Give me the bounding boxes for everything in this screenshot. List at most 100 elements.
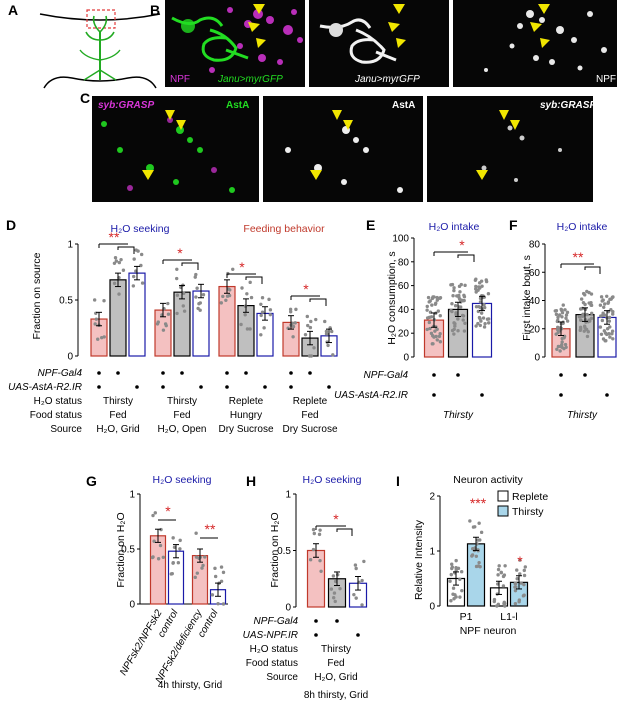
panel-d-point xyxy=(228,288,232,292)
panel-d-point xyxy=(245,327,250,331)
panel-e-point xyxy=(435,338,439,342)
panel-f-point xyxy=(589,316,594,321)
panel-f-point xyxy=(580,314,585,318)
panel-f-plot: 0 20 40 60 80 xyxy=(529,240,617,364)
panel-f-point xyxy=(589,300,593,305)
panel-f-sig: ** xyxy=(573,249,584,265)
panel-e-point xyxy=(461,318,465,322)
panel-g-point xyxy=(178,547,182,551)
panel-g-point xyxy=(171,561,175,565)
panel-d-point xyxy=(260,296,265,300)
panel-f-point xyxy=(605,294,609,298)
panel-f-point xyxy=(560,308,564,313)
panel-f-point xyxy=(601,298,605,302)
panel-g-point xyxy=(178,538,182,543)
panel-i-point xyxy=(460,588,464,593)
panel-d-bracket xyxy=(162,259,199,270)
panel-d-point xyxy=(291,324,296,329)
panel-d-point xyxy=(248,280,252,285)
micrograph-janu-myrgfp: Janu>myrGFP xyxy=(309,0,449,87)
panel-f-point xyxy=(577,315,582,319)
panel-g-point xyxy=(171,536,175,540)
panel-f-point xyxy=(565,319,570,323)
panel-h-genotype-dots xyxy=(314,619,360,637)
panel-i-point xyxy=(448,579,452,583)
panel-f-point xyxy=(604,339,608,343)
panel-f-point xyxy=(556,330,560,335)
panel-g-label: G xyxy=(86,473,97,489)
label-npf: NPF xyxy=(170,74,190,85)
panel-h-point xyxy=(354,566,358,571)
panel-e-point xyxy=(474,324,478,328)
panel-e-point xyxy=(482,305,487,310)
panel-f-point xyxy=(586,320,590,324)
panel-d-point xyxy=(243,313,247,317)
panel-i-point xyxy=(477,560,481,565)
panel-i-point xyxy=(474,554,479,558)
panel-h-row-gal4: NPF-Gal4 xyxy=(254,616,299,627)
panel-d-point xyxy=(197,302,201,306)
panel-f-point xyxy=(598,303,603,307)
panel-f-point xyxy=(555,319,560,324)
panel-e-point xyxy=(473,278,478,282)
panel-i-point xyxy=(458,577,462,582)
panel-f-point xyxy=(611,312,615,316)
panel-d-sig-3: * xyxy=(239,259,245,275)
panel-f-ylabel: First intake bout, s xyxy=(521,255,533,341)
panel-d-point xyxy=(194,295,198,299)
panel-f-point xyxy=(563,342,568,347)
panel-d-point xyxy=(155,322,160,326)
panel-f-tick-label: 0 xyxy=(534,353,540,364)
panel-e-footer: Thirsty xyxy=(443,410,474,421)
panel-h-food: Fed xyxy=(327,658,344,669)
panel-d-genotype-dot xyxy=(161,371,165,375)
panel-d-food-1: Fed xyxy=(109,410,126,421)
panel-h-point xyxy=(360,603,364,607)
panel-d-point xyxy=(94,317,99,321)
panel-i-title: Neuron activity xyxy=(453,474,523,486)
panel-e-point xyxy=(478,305,483,310)
panel-e-point xyxy=(474,290,478,294)
panel-e-point xyxy=(428,299,432,303)
panel-d-row-h2o: H₂O status xyxy=(34,396,82,407)
panel-i-point xyxy=(451,586,456,590)
panel-d-bracket xyxy=(290,295,327,306)
panel-d-plot: 00.51 xyxy=(59,240,338,363)
panel-e-point xyxy=(462,298,466,303)
panel-e-genotype-dot xyxy=(480,393,484,397)
panel-f-point xyxy=(555,347,559,352)
panel-d-h2o-2: Thirsty xyxy=(167,396,197,407)
panel-h-point xyxy=(332,591,337,595)
panel-i-point xyxy=(497,564,501,568)
panel-i-point xyxy=(496,573,500,577)
panel-h-point xyxy=(311,527,316,532)
panel-e-point xyxy=(430,334,435,338)
panel-d-point xyxy=(309,319,313,324)
panel-d-point xyxy=(288,310,293,314)
panel-d-point xyxy=(331,353,335,357)
panel-e-point xyxy=(435,295,439,300)
panel-i-point xyxy=(495,604,499,608)
panel-d-point xyxy=(181,304,185,308)
panel-h-point xyxy=(362,559,366,564)
panel-g-point xyxy=(158,543,163,548)
panel-d-point xyxy=(175,276,179,281)
panel-f-point xyxy=(557,313,562,317)
panel-d-ylabel: Fraction on source xyxy=(31,252,43,339)
panel-d-source-2: H₂O, Open xyxy=(158,424,207,435)
panel-g-point xyxy=(213,566,217,571)
panel-f-point xyxy=(589,292,594,296)
panel-d-genotype-dot xyxy=(289,371,293,375)
panel-f-point xyxy=(579,318,583,322)
panel-d-point xyxy=(194,272,198,277)
panel-f-point xyxy=(581,291,586,296)
panel-g-bar xyxy=(191,554,209,605)
panel-i-xtitle: NPF neuron xyxy=(460,625,517,637)
panel-d-tick-label: 1 xyxy=(67,240,73,251)
panel-e-point xyxy=(479,279,484,283)
panel-d-genotype-dot xyxy=(135,385,139,389)
panel-f-point xyxy=(603,302,607,306)
panel-h-point xyxy=(354,596,358,600)
panel-f: F First intake bout, s H₂O intake 0 20 40 6… xyxy=(509,217,617,421)
panel-i-point xyxy=(478,565,482,569)
